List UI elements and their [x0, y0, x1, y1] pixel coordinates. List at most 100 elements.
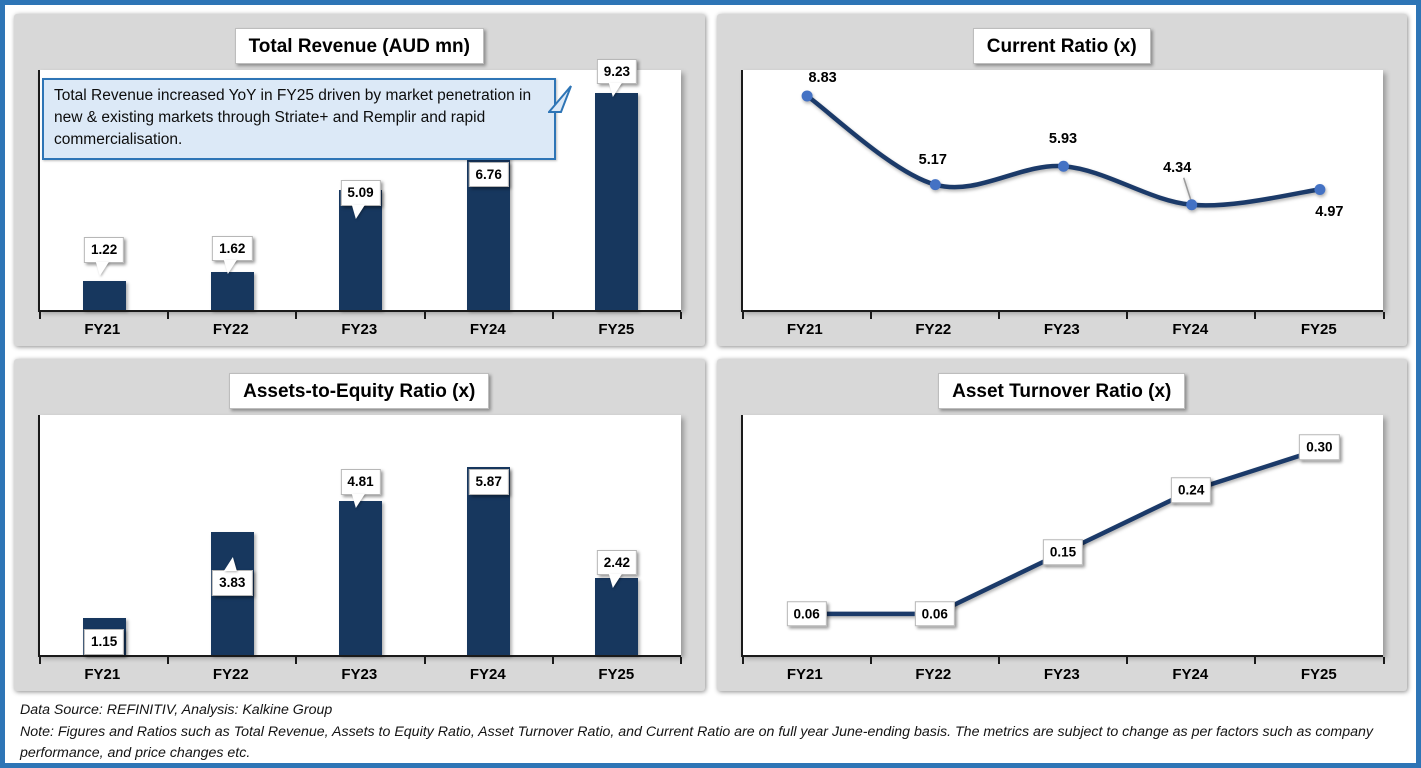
x-tick-label: FY22: [212, 666, 249, 683]
x-tick-label: FY25: [598, 321, 635, 338]
x-tick-label: FY22: [915, 666, 952, 683]
data-label: 0.15: [1042, 539, 1084, 565]
chart-title: Assets-to-Equity Ratio (x): [229, 373, 490, 409]
x-tick-label: FY23: [341, 666, 378, 683]
x-tick-label: FY21: [786, 321, 823, 338]
asset-turnover-plot: 0.06 0.06 0.15 0.24 0.30: [740, 415, 1385, 664]
assets-to-equity-chart-panel: Assets-to-Equity Ratio (x) 1.15 3.83 4.81 5…: [14, 359, 705, 691]
axis-tick: [680, 657, 682, 664]
annotation-callout: Total Revenue increased YoY in FY25 driv…: [42, 78, 572, 160]
axis-tick: [1254, 657, 1257, 664]
assets-to-equity-plot: 1.15 3.83 4.81 5.87 2.42: [38, 415, 682, 664]
current-ratio-plot: 8.83 5.17 5.93 4.34 4.97: [740, 69, 1385, 319]
chart-title: Asset Turnover Ratio (x): [938, 373, 1186, 409]
x-tick-label: FY25: [1300, 666, 1337, 683]
data-label: 1.22: [83, 237, 125, 276]
axis-tick: [423, 312, 426, 319]
axis-tick: [423, 657, 426, 664]
axis-tick: [295, 657, 298, 664]
data-label: 2.42: [596, 549, 638, 589]
axis-tick: [1254, 312, 1257, 319]
axis-tick: [997, 657, 1000, 664]
chart-title-wrap: Total Revenue (AUD mn): [38, 28, 681, 66]
axis-tick: [551, 657, 554, 664]
label-pointer-icon: [352, 493, 366, 508]
data-label: 0.06: [786, 601, 827, 627]
axis-tick: [1126, 312, 1129, 319]
data-label: 4.97: [1315, 203, 1344, 220]
data-label: 9.23: [596, 58, 638, 98]
x-axis: [38, 310, 682, 319]
x-tick-label: FY22: [212, 321, 249, 338]
total-revenue-plot: Total Revenue increased YoY in FY25 driv…: [38, 58, 682, 319]
axis-tick: [1382, 657, 1385, 664]
x-axis-labels: FY21 FY22 FY23 FY24 FY25: [38, 321, 681, 338]
axis-tick: [295, 312, 298, 319]
x-tick-label: FY23: [1043, 321, 1080, 338]
x-tick-label: FY22: [915, 321, 952, 338]
x-tick-label: FY24: [469, 666, 506, 683]
axis-tick: [1382, 312, 1385, 319]
line-series: [801, 90, 1325, 211]
axis-tick: [551, 312, 554, 319]
axis-tick: [39, 657, 41, 664]
data-label: 4.81: [340, 469, 381, 508]
data-label: 3.83: [212, 557, 253, 596]
axis-tick: [997, 312, 1000, 319]
data-label: 8.83: [808, 69, 837, 86]
data-label: 1.62: [212, 235, 253, 275]
axis-tick: [741, 657, 744, 664]
x-axis-labels: FY21 FY22 FY23 FY24 FY25: [741, 321, 1384, 338]
data-label: 5.09: [340, 180, 381, 219]
x-tick-label: FY25: [598, 666, 635, 683]
data-label: 5.17: [918, 151, 947, 168]
axis-tick: [167, 312, 170, 319]
label-pointer-icon: [223, 557, 237, 572]
x-tick-label: FY23: [1043, 666, 1080, 683]
x-tick-label: FY21: [84, 321, 121, 338]
bar-FY21: [82, 281, 126, 310]
line-series: [804, 447, 1322, 617]
annotation-text: Total Revenue increased YoY in FY25 driv…: [54, 87, 532, 148]
data-label: 0.30: [1299, 434, 1340, 461]
data-label: 0.24: [1171, 477, 1212, 504]
axis-tick: [680, 312, 682, 319]
x-axis-labels: FY21 FY22 FY23 FY24 FY25: [741, 666, 1384, 683]
axis-tick: [869, 312, 872, 319]
bar-FY22: [210, 271, 254, 310]
x-tick-label: FY25: [1300, 321, 1337, 338]
chart-title: Current Ratio (x): [972, 28, 1151, 64]
label-pointer-icon: [352, 204, 366, 219]
x-axis: [38, 655, 682, 664]
x-tick-label: FY21: [786, 666, 823, 683]
axis-tick: [167, 657, 170, 664]
axis-tick: [741, 312, 744, 319]
total-revenue-chart-panel: Total Revenue (AUD mn) Total Revenue inc…: [14, 14, 705, 346]
bar-FY25: [595, 92, 639, 310]
bar-FY25: [595, 577, 639, 655]
axis-tick: [39, 312, 41, 319]
x-tick-label: FY24: [469, 321, 506, 338]
axis-tick: [869, 657, 872, 664]
data-label: 1.15: [83, 629, 125, 655]
label-pointer-icon: [95, 261, 109, 276]
chart-title-wrap: Asset Turnover Ratio (x): [741, 373, 1384, 411]
bar-FY24: [467, 467, 511, 655]
data-label: 6.76: [468, 161, 509, 188]
chart-title-wrap: Assets-to-Equity Ratio (x): [38, 373, 681, 411]
bar-FY23: [339, 501, 382, 655]
note-line: Note: Figures and Ratios such as Total R…: [20, 723, 1373, 762]
data-label: 4.34: [1163, 159, 1192, 176]
chart-title-wrap: Current Ratio (x): [741, 28, 1384, 66]
data-source-line: Data Source: REFINITIV, Analysis: Kalkin…: [20, 702, 333, 718]
x-axis: [740, 310, 1385, 319]
label-pointer-icon: [608, 83, 622, 98]
x-axis-labels: FY21 FY22 FY23 FY24 FY25: [38, 666, 681, 683]
axis-tick: [1126, 657, 1129, 664]
x-axis: [740, 655, 1385, 664]
data-label: 5.87: [468, 469, 509, 495]
x-tick-label: FY21: [84, 666, 121, 683]
x-tick-label: FY23: [341, 321, 378, 338]
asset-turnover-chart-panel: Asset Turnover Ratio (x) 0.06 0.06 0.15 0.2…: [716, 359, 1407, 691]
